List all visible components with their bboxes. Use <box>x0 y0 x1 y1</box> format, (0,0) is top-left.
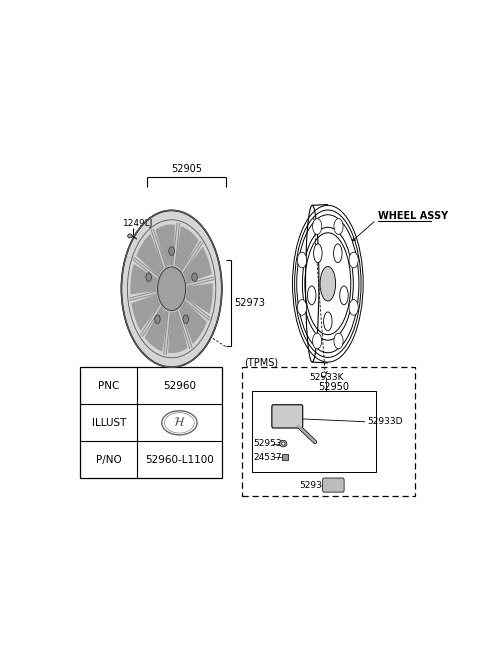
Ellipse shape <box>334 333 343 349</box>
Text: 52933D: 52933D <box>367 417 402 426</box>
FancyBboxPatch shape <box>323 478 344 492</box>
Ellipse shape <box>321 372 326 376</box>
Ellipse shape <box>155 315 160 323</box>
Ellipse shape <box>298 252 307 268</box>
Bar <box>252 391 376 472</box>
Text: $\mathcal{H}$: $\mathcal{H}$ <box>173 417 186 429</box>
Text: 52934: 52934 <box>299 480 328 489</box>
Ellipse shape <box>121 210 222 367</box>
Ellipse shape <box>324 312 332 330</box>
Polygon shape <box>132 294 160 331</box>
Text: P/NO: P/NO <box>96 455 121 465</box>
Polygon shape <box>180 301 207 344</box>
Ellipse shape <box>308 286 316 305</box>
FancyBboxPatch shape <box>272 405 303 428</box>
Polygon shape <box>183 246 212 283</box>
Ellipse shape <box>349 252 358 268</box>
Text: ILLUST: ILLUST <box>92 418 126 428</box>
Ellipse shape <box>281 442 285 445</box>
Text: 52960: 52960 <box>163 381 196 391</box>
Bar <box>242 367 415 496</box>
Polygon shape <box>147 217 172 361</box>
Ellipse shape <box>312 333 322 349</box>
Bar <box>282 454 288 461</box>
Polygon shape <box>131 263 158 294</box>
Ellipse shape <box>279 440 287 447</box>
Ellipse shape <box>128 234 132 238</box>
Ellipse shape <box>340 286 348 305</box>
Text: 52933K: 52933K <box>309 373 344 382</box>
Text: (TPMS): (TPMS) <box>244 357 278 367</box>
Text: 52973: 52973 <box>234 298 265 308</box>
Ellipse shape <box>334 244 342 263</box>
Polygon shape <box>144 307 168 351</box>
Ellipse shape <box>298 300 307 315</box>
Text: 24537: 24537 <box>253 453 282 462</box>
Ellipse shape <box>349 300 358 315</box>
Text: WHEEL ASSY: WHEEL ASSY <box>378 211 448 221</box>
Ellipse shape <box>147 217 163 361</box>
Polygon shape <box>156 225 175 267</box>
Polygon shape <box>175 226 199 271</box>
Polygon shape <box>136 234 164 277</box>
Ellipse shape <box>146 273 151 281</box>
Polygon shape <box>168 311 188 353</box>
Ellipse shape <box>320 267 336 301</box>
Text: PNC: PNC <box>98 381 120 391</box>
Text: 52960-L1100: 52960-L1100 <box>145 455 214 465</box>
Ellipse shape <box>169 247 174 256</box>
Ellipse shape <box>334 219 343 235</box>
Text: 1249LJ: 1249LJ <box>123 219 154 229</box>
Ellipse shape <box>157 267 186 311</box>
Ellipse shape <box>183 315 189 323</box>
Text: 52950: 52950 <box>318 382 349 392</box>
Ellipse shape <box>313 244 322 263</box>
Text: 52905: 52905 <box>171 164 202 175</box>
Bar <box>81 367 222 478</box>
Polygon shape <box>185 283 213 314</box>
Ellipse shape <box>312 219 322 235</box>
Ellipse shape <box>192 273 197 281</box>
Text: 52953: 52953 <box>253 439 282 448</box>
